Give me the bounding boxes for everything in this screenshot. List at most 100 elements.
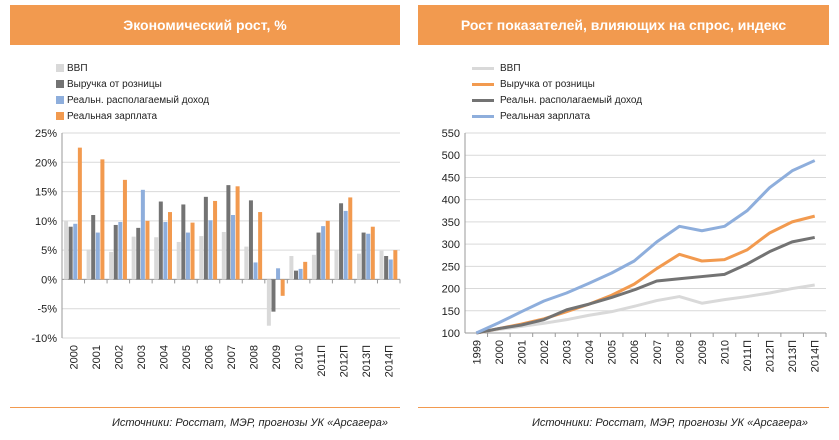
bar — [280, 279, 285, 296]
bar — [145, 220, 150, 280]
bar — [203, 196, 208, 280]
bar-x-label: 2002 — [113, 345, 125, 369]
series-line — [475, 159, 816, 335]
bar-x-label: 2003 — [136, 345, 148, 369]
right-chart-title: Рост показателей, влияющих на спрос, инд… — [418, 5, 829, 45]
bar-ytick-label: 10% — [35, 216, 57, 228]
bar-x-label: 2013П — [361, 345, 373, 377]
line-x-label: 2006 — [629, 340, 641, 364]
bar-x-label: 2005 — [181, 345, 193, 369]
line-x-label: 2002 — [539, 340, 551, 364]
bar — [176, 241, 181, 280]
left-legend: ВВП Выручка от розницы Реальн. располагаем… — [56, 60, 209, 124]
line-ytick-label: 250 — [442, 261, 460, 273]
line-ytick-label: 200 — [442, 284, 460, 296]
bar — [163, 222, 168, 280]
bar-ytick-label: -5% — [37, 304, 57, 316]
line-x-label: 2005 — [607, 340, 619, 364]
left-divider — [10, 407, 400, 408]
bar — [248, 200, 253, 280]
bar-x-label: 2012П — [339, 345, 351, 377]
bar — [361, 232, 366, 280]
line-ytick-label: 550 — [442, 128, 460, 140]
bar-x-label: 2007 — [226, 345, 238, 369]
bar — [140, 189, 145, 280]
line-x-label: 2004 — [584, 340, 596, 364]
bar-x-label: 2004 — [158, 345, 170, 369]
bar-x-label: 2014П — [384, 345, 396, 377]
bar-x-label: 2000 — [68, 345, 80, 369]
bar — [357, 253, 361, 280]
legend-swatch — [56, 80, 64, 88]
bar — [266, 279, 271, 326]
bar — [316, 232, 321, 280]
bar — [334, 250, 339, 280]
bar-ytick-label: 25% — [35, 128, 57, 140]
legend-item: Реальная зарплата — [472, 108, 642, 124]
legend-swatch — [56, 112, 64, 120]
bar — [276, 268, 281, 280]
bar — [64, 220, 69, 280]
bar — [190, 222, 195, 280]
bar — [73, 223, 78, 280]
left-source: Источники: Росстат, МЭР, прогнозы УК «Ар… — [112, 417, 389, 429]
right-divider — [418, 407, 829, 408]
bar-x-label: 2006 — [203, 345, 215, 369]
line-x-label: 2007 — [652, 340, 664, 364]
bar — [208, 220, 213, 280]
legend-item: ВВП — [56, 60, 209, 76]
bar — [118, 222, 123, 280]
bar — [91, 215, 96, 280]
line-ytick-label: 450 — [442, 172, 460, 184]
line-x-label: 2014П — [810, 340, 822, 372]
bar — [339, 203, 344, 280]
bar — [168, 212, 172, 280]
line-ytick-label: 500 — [442, 150, 460, 162]
bar — [226, 185, 231, 280]
bar-x-label: 2008 — [249, 345, 261, 369]
line-ytick-label: 100 — [442, 328, 460, 340]
bar — [86, 249, 91, 280]
legend-item: Выручка от розницы — [472, 76, 642, 92]
bar-x-label: 2011П — [316, 345, 328, 377]
bar — [95, 232, 100, 280]
bar — [370, 226, 375, 280]
bar — [348, 197, 353, 280]
left-chart-title: Экономический рост, % — [10, 5, 400, 45]
bar — [253, 262, 258, 280]
line-ytick-label: 400 — [442, 195, 460, 207]
legend-item: Реальная зарплата — [56, 108, 209, 124]
legend-item: Реальн. располагаемый доход — [472, 92, 642, 108]
bar — [388, 259, 393, 280]
legend-swatch — [472, 66, 494, 70]
line-x-label: 2008 — [674, 340, 686, 364]
legend-swatch — [472, 114, 494, 118]
legend-label: Реальн. располагаемый доход — [67, 94, 210, 106]
bar-ytick-label: 0% — [41, 274, 57, 286]
bar — [199, 236, 204, 280]
bar — [68, 226, 73, 280]
legend-label: Выручка от розницы — [67, 78, 162, 90]
line-x-label: 2009 — [697, 340, 709, 364]
legend-label: Реальная зарплата — [67, 110, 158, 122]
bar — [109, 251, 114, 280]
bar — [185, 232, 190, 280]
bar — [136, 227, 141, 280]
legend-swatch — [472, 98, 494, 102]
legend-swatch — [56, 96, 64, 104]
bar — [384, 256, 389, 280]
legend-label: Выручка от розницы — [500, 78, 595, 90]
line-x-label: 1999 — [471, 340, 483, 364]
series-line — [475, 214, 816, 335]
legend-item: Реальн. располагаемый доход — [56, 92, 209, 108]
bar — [343, 210, 348, 280]
line-x-label: 2001 — [516, 340, 528, 364]
bar — [379, 250, 384, 280]
bar — [271, 279, 276, 312]
bar — [321, 226, 326, 280]
bar-ytick-label: 15% — [35, 187, 57, 199]
bar — [366, 233, 371, 280]
bar — [294, 270, 298, 280]
bar-x-label: 2001 — [91, 345, 103, 369]
